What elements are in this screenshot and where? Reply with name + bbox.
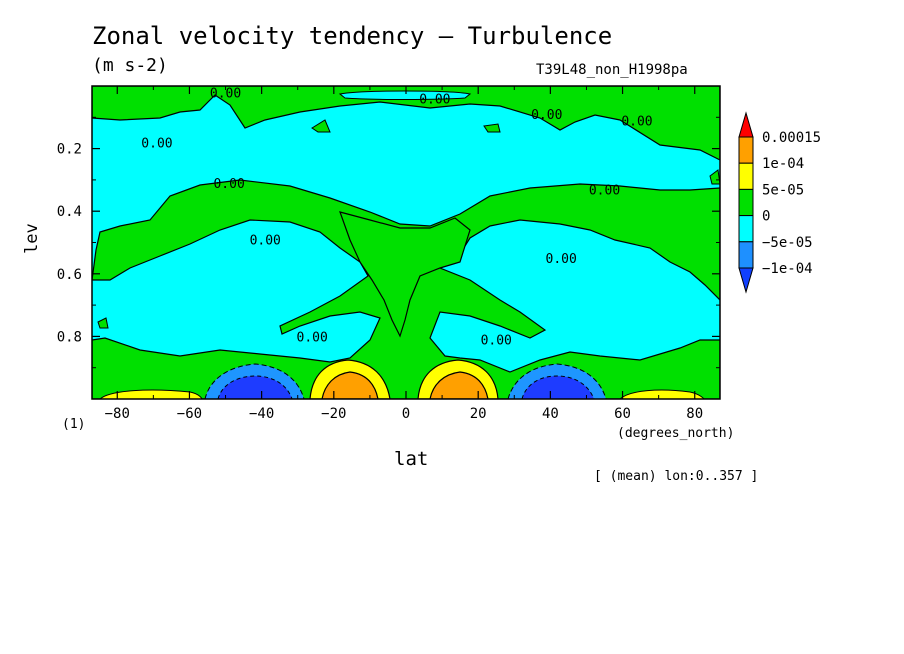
- contour-label: 0.00: [210, 86, 241, 101]
- jet-south-strong: [217, 375, 293, 399]
- surface-max-south: [309, 359, 391, 399]
- colorbar-swatch: [738, 188, 754, 217]
- colorbar-label: 0.00015: [762, 130, 821, 146]
- chart-title: Zonal velocity tendency — Turbulence: [92, 22, 613, 50]
- chart-units: (m s-2): [92, 55, 168, 76]
- x-axis-units: (degrees_north): [617, 426, 735, 441]
- field-patch-right-1: [483, 123, 501, 133]
- colorbar-swatch: [738, 241, 754, 269]
- x-axis: −80 −60 −40 −20 0 20 40 60 80: [105, 86, 703, 422]
- contour-label: 0.00: [141, 136, 172, 151]
- x-tick-label: −20: [321, 406, 346, 422]
- x-tick-label: 80: [686, 406, 703, 422]
- y-tick-label: 0.4: [57, 204, 82, 220]
- y-tick-label: 0.2: [57, 142, 82, 158]
- run-label: T39L48_non_H1998pa: [536, 62, 688, 78]
- field-patch-right-2: [709, 169, 720, 185]
- x-tick-label: −40: [249, 406, 274, 422]
- contour-label: 0.00: [419, 93, 450, 108]
- y-axis: 0.2 0.4 0.6 0.8: [57, 116, 720, 369]
- contour-labels: 0.00 0.00 0.00 0.00 0.00 0.00 0.00 0.00 0.00 0.00…: [141, 86, 652, 348]
- colorbar-label: 0: [762, 209, 770, 225]
- field-zero-band-center: [339, 211, 471, 338]
- field-patch-left-2: [97, 317, 109, 329]
- x-tick-label: 20: [470, 406, 487, 422]
- x-tick-label: 40: [542, 406, 559, 422]
- field-patch-left-1: [311, 119, 331, 133]
- colorbar-top-arrow: [738, 111, 754, 138]
- field-zero-band-top: [92, 86, 720, 161]
- surface-max-north: [417, 359, 499, 399]
- colorbar-swatch: [738, 136, 754, 164]
- contour-label: 0.00: [213, 177, 244, 192]
- contour-label: 0.00: [546, 252, 577, 267]
- colorbar-swatch: [738, 162, 754, 190]
- max-north-orange: [429, 371, 489, 399]
- x-tick-label: 0: [402, 406, 410, 422]
- colorbar-bottom-arrow: [738, 267, 754, 294]
- colorbar-swatch: [738, 215, 754, 243]
- jet-north-strong: [521, 375, 595, 399]
- contour-label: 0.00: [297, 330, 328, 345]
- surface-jet-north: [507, 363, 607, 399]
- x-axis-label: lat: [394, 448, 429, 470]
- field-patch-top-center: [338, 90, 472, 100]
- x-tick-label: 60: [614, 406, 631, 422]
- x-tick-label: −80: [105, 406, 130, 422]
- y-tick-label: 0.6: [57, 267, 82, 283]
- dimension-note: (1): [62, 417, 86, 432]
- colorbar-label: −1e-04: [762, 261, 813, 277]
- colorbar-label: 5e-05: [762, 182, 804, 198]
- averaging-footnote: [ (mean) lon:0..357 ]: [594, 469, 759, 484]
- contour-label: 0.00: [589, 183, 620, 198]
- contour-label: 0.00: [531, 108, 562, 123]
- colorbar: 0.00015 1e-04 5e-05 0 −5e-05 −1e-04: [738, 111, 821, 294]
- contour-label: 0.00: [621, 114, 652, 129]
- contour-label: 0.00: [250, 233, 281, 248]
- surface-jet-south: [204, 363, 305, 399]
- y-tick-label: 0.8: [57, 329, 82, 345]
- colorbar-label: 1e-04: [762, 156, 804, 172]
- x-tick-label: −60: [177, 406, 202, 422]
- colorbar-label: −5e-05: [762, 235, 813, 251]
- contour-label: 0.00: [481, 334, 512, 349]
- filled-contours: [92, 86, 720, 399]
- max-south-orange: [321, 371, 379, 399]
